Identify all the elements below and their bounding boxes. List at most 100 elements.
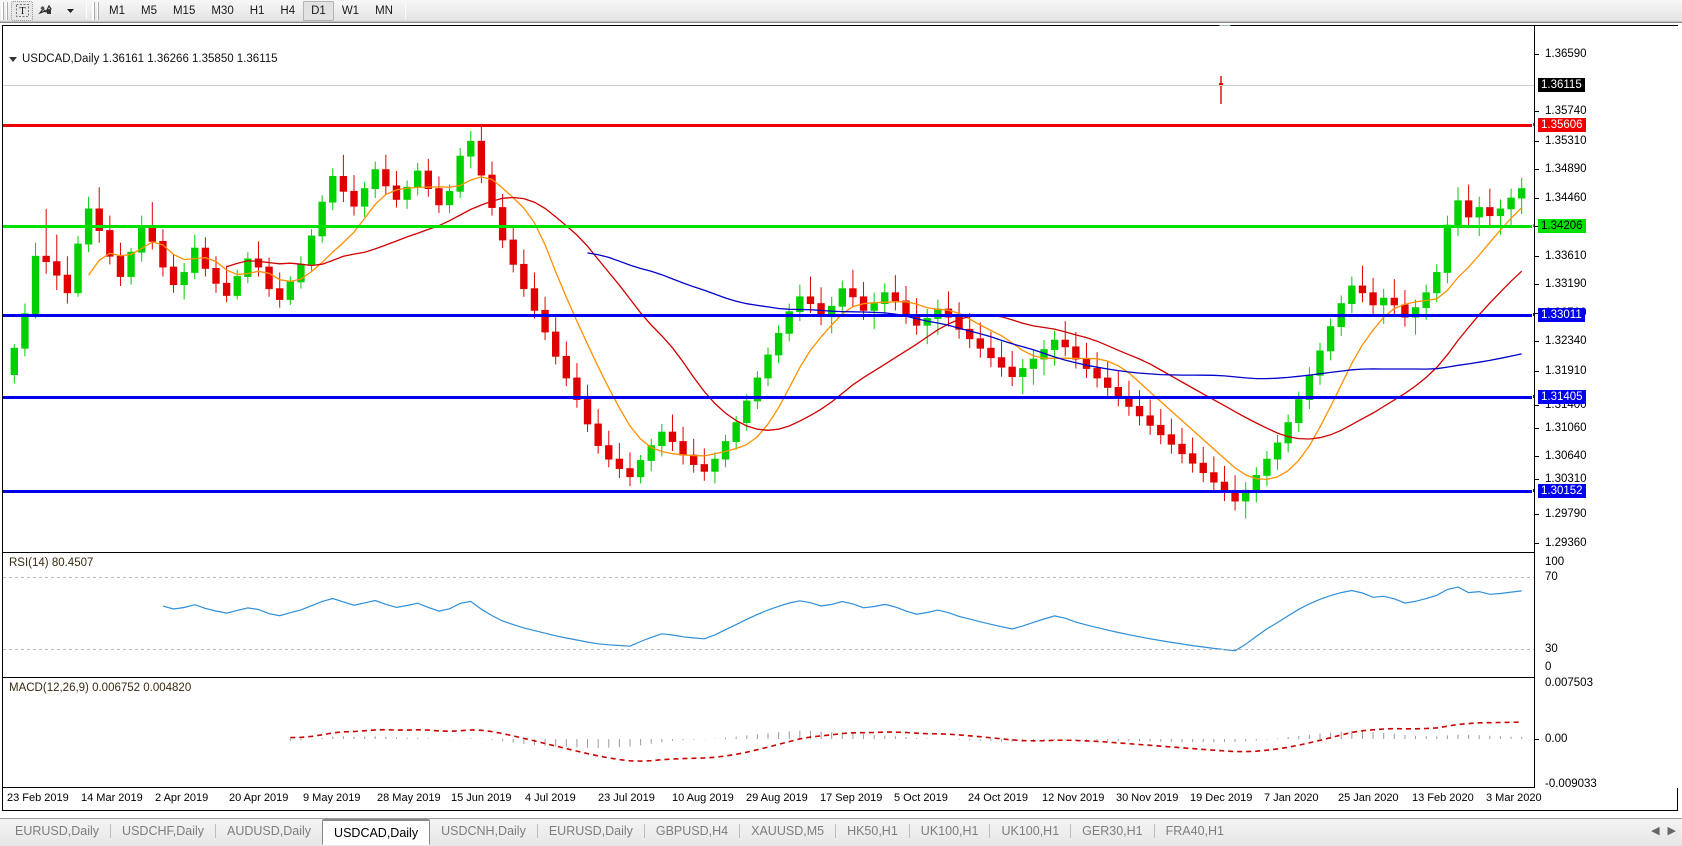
date-label-0: 23 Feb 2019 — [7, 792, 69, 804]
level-line-133011[interactable] — [3, 312, 1537, 317]
price-tick-1.31060: 1.31060 — [1545, 422, 1587, 435]
chart-tab-audusd-daily[interactable]: AUDUSD,Daily — [227, 824, 312, 838]
symbol-quote-header: USDCAD,Daily 1.36161 1.36266 1.35850 1.3… — [9, 53, 278, 65]
date-label-7: 4 Jul 2019 — [525, 792, 576, 804]
date-label-4: 9 May 2019 — [303, 792, 361, 804]
main-toolbar: T M1 M5 M15 M30 H1 H4 D1 W1 MN — [0, 0, 1682, 22]
text-label-tool-icon[interactable]: T — [11, 0, 33, 21]
chart-tab-uk100-h1[interactable]: UK100,H1 — [920, 824, 979, 838]
price-tick-1.29360: 1.29360 — [1545, 537, 1587, 549]
chart-tab-usdcnh-daily[interactable]: USDCNH,Daily — [441, 824, 526, 838]
support-line-134206[interactable] — [3, 223, 1537, 228]
timeframe-m1[interactable]: M1 — [109, 4, 125, 17]
chart-plot-border: USDCAD,Daily 1.36161 1.36266 1.35850 1.3… — [2, 25, 1679, 811]
chart-tab-uk100-h1[interactable]: UK100,H1 — [1001, 824, 1060, 838]
tab-divider — [739, 824, 741, 838]
symbol-quote-text: USDCAD,Daily 1.36161 1.36266 1.35850 1.3… — [22, 53, 278, 65]
timeframe-h4[interactable]: H4 — [280, 4, 296, 17]
tab-divider — [835, 824, 837, 838]
macd-title: MACD(12,26,9) 0.006752 0.004820 — [9, 682, 192, 694]
timeframe-m5[interactable]: M5 — [140, 4, 157, 17]
chart-tab-xauusd-m5[interactable]: XAUUSD,M5 — [751, 824, 825, 838]
price-badge-last-price[interactable]: 1.36115 — [1538, 78, 1585, 92]
level-line-131405[interactable] — [3, 394, 1537, 399]
rsi-pane[interactable] — [3, 553, 1534, 678]
toolbar-grip[interactable] — [1, 1, 8, 20]
chart-tab-fra40-h1[interactable]: FRA40,H1 — [1165, 824, 1224, 838]
tab-divider — [110, 824, 112, 838]
tab-divider — [1070, 824, 1072, 838]
price-tick-1.32340: 1.32340 — [1545, 335, 1587, 348]
date-label-3: 20 Apr 2019 — [229, 792, 289, 804]
tab-scroll-right-icon[interactable]: ▶ — [1667, 825, 1676, 837]
chart-tab-eurusd-daily[interactable]: EURUSD,Daily — [15, 824, 100, 838]
chart-tab-hk50-h1[interactable]: HK50,H1 — [847, 824, 898, 838]
rsi-line-plot — [162, 586, 1522, 652]
rsi-tick-30: 30 — [1545, 643, 1558, 655]
price-tick-1.31910: 1.31910 — [1545, 364, 1587, 377]
timeframe-h1[interactable]: H1 — [249, 4, 265, 17]
price-scale[interactable]: 1.365901.357401.353101.348901.344601.340… — [1534, 26, 1679, 790]
chart-tab-gbpusd-h4[interactable]: GBPUSD,H4 — [655, 824, 729, 838]
dropdown-arrow-icon[interactable] — [59, 1, 81, 21]
last-price-line — [3, 85, 1534, 86]
chart-tab-usdchf-daily[interactable]: USDCHF,Daily — [122, 824, 204, 838]
axis-tick-mark — [1535, 428, 1539, 430]
price-badge-level-blue-1[interactable]: 1.33011 — [1538, 308, 1585, 322]
tab-divider — [643, 824, 645, 838]
tab-scroll-left-icon[interactable]: ◀ — [1651, 825, 1660, 837]
price-badge-support-green[interactable]: 1.34206 — [1538, 219, 1586, 233]
axis-tick-mark — [1535, 54, 1539, 55]
date-label-10: 29 Aug 2019 — [746, 792, 808, 804]
chart-tab-eurusd-daily[interactable]: EURUSD,Daily — [548, 824, 633, 838]
date-label-19: 13 Feb 2020 — [1412, 792, 1474, 804]
tab-divider — [908, 824, 910, 838]
chart-tab-usdcad-daily[interactable]: USDCAD,Daily — [322, 819, 431, 845]
collapse-caret-icon[interactable] — [9, 56, 17, 62]
axis-tick-mark — [1535, 255, 1539, 257]
timeframe-m15[interactable]: M15 — [172, 4, 196, 17]
rsi-title: RSI(14) 80.4507 — [9, 557, 94, 569]
price-tick-1.29790: 1.29790 — [1545, 507, 1587, 520]
price-badge-resistance[interactable]: 1.35606 — [1538, 118, 1586, 132]
price-badge-level-blue-3[interactable]: 1.30152 — [1538, 484, 1586, 498]
rsi-level-70 — [3, 577, 1534, 578]
date-scale[interactable]: 23 Feb 2019 14 Mar 2019 2 Apr 2019 20 Apr 2… — [3, 788, 1677, 810]
price-tick-1.35310: 1.35310 — [1545, 134, 1587, 147]
macd-tick--0.009033: -0.009033 — [1545, 778, 1597, 790]
axis-tick-mark — [1535, 313, 1539, 315]
price-badge-level-blue-2[interactable]: 1.31405 — [1538, 390, 1586, 404]
tab-divider — [989, 824, 991, 838]
axis-tick-mark — [1535, 198, 1539, 200]
indicators-icon[interactable] — [35, 1, 57, 21]
timeframe-m30[interactable]: M30 — [211, 4, 234, 17]
timeframe-d1[interactable]: D1 — [303, 0, 334, 21]
axis-tick-mark — [1535, 370, 1539, 372]
date-label-1: 14 Mar 2019 — [81, 792, 143, 804]
price-tick-1.30310: 1.30310 — [1545, 472, 1587, 485]
rsi-tick-100: 100 — [1545, 556, 1565, 568]
level-line-130152[interactable] — [3, 488, 1537, 493]
chart-tab-ger30-h1[interactable]: GER30,H1 — [1082, 824, 1143, 838]
axis-tick-mark — [1535, 341, 1539, 343]
price-tick-1.36590: 1.36590 — [1545, 48, 1587, 60]
resistance-line-135606[interactable] — [3, 122, 1537, 127]
timeframe-w1[interactable]: W1 — [341, 4, 360, 17]
macd-pane[interactable] — [3, 678, 1534, 788]
axis-tick-mark — [1535, 283, 1539, 285]
candlestick-plot — [10, 75, 1526, 519]
date-label-6: 15 Jun 2019 — [451, 792, 512, 804]
date-label-11: 17 Sep 2019 — [820, 792, 883, 804]
price-pane[interactable] — [3, 26, 1537, 553]
timeframe-grip[interactable] — [92, 1, 99, 20]
price-tick-1.30640: 1.30640 — [1545, 450, 1587, 463]
date-label-20: 3 Mar 2020 — [1486, 792, 1542, 804]
macd-tick-0.00: 0.00 — [1545, 733, 1568, 745]
chart-canvas-area[interactable]: USDCAD,Daily 1.36161 1.36266 1.35850 1.3… — [0, 22, 1682, 818]
timeframe-group: M1 M5 M15 M30 H1 H4 D1 W1 MN — [101, 0, 401, 21]
rsi-level-30 — [3, 649, 1534, 650]
timeframe-mn[interactable]: MN — [375, 4, 393, 17]
axis-tick-mark — [1535, 405, 1539, 407]
rsi-tick-70: 70 — [1545, 571, 1558, 583]
toolbar-separator-2 — [404, 2, 406, 19]
